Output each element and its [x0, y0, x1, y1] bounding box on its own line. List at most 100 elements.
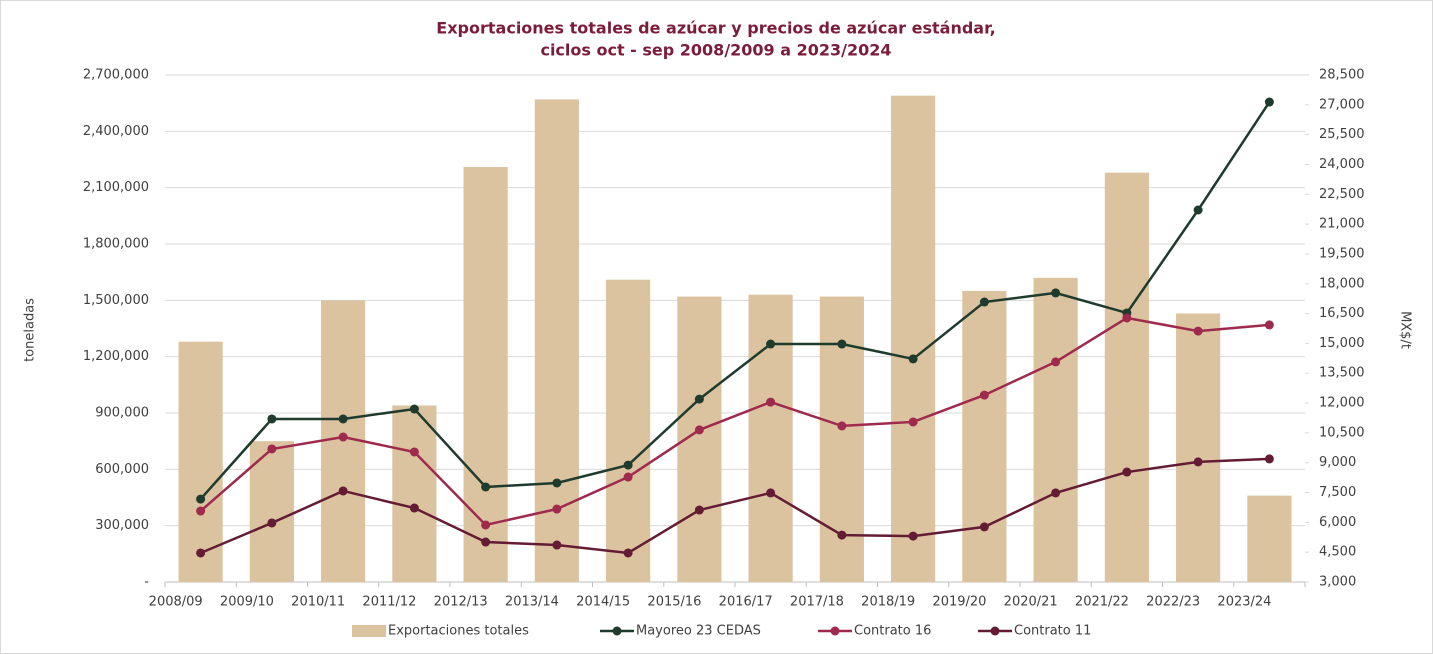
marker [979, 390, 989, 400]
marker [552, 504, 562, 514]
chart-title: Exportaciones totales de azúcar y precio… [436, 19, 995, 38]
y2-tick-label: 3,000 [1319, 575, 1356, 590]
y-tick-label: 1,200,000 [83, 349, 149, 364]
y-tick-label: 300,000 [95, 518, 149, 533]
marker [1122, 467, 1132, 477]
y-axis-label: toneladas [23, 298, 38, 362]
y2-tick-label: 25,500 [1319, 127, 1365, 142]
marker [908, 354, 918, 364]
marker [979, 522, 989, 532]
marker [1264, 97, 1274, 107]
bar [249, 441, 294, 582]
marker [338, 486, 348, 496]
y-tick-label: - [144, 575, 149, 590]
marker [1264, 454, 1274, 464]
marker [766, 339, 776, 349]
x-tick-label: 2022/23 [1146, 595, 1200, 610]
x-tick-label: 2023/24 [1217, 595, 1271, 610]
bar [606, 279, 651, 582]
marker [1051, 488, 1061, 498]
marker [908, 531, 918, 541]
marker [694, 505, 704, 515]
line [199, 316, 1270, 527]
y2-tick-label: 28,500 [1319, 68, 1365, 83]
marker [196, 494, 206, 504]
marker [338, 432, 348, 442]
x-tick-label: 2017/18 [790, 595, 844, 610]
y2-tick-label: 7,500 [1319, 485, 1356, 500]
y-tick-label: 2,100,000 [83, 180, 149, 195]
line [199, 101, 1271, 500]
marker [481, 482, 491, 492]
y-tick-label: 1,800,000 [83, 237, 149, 252]
y2-tick-label: 19,500 [1319, 246, 1365, 261]
marker [979, 297, 989, 307]
bar [1033, 277, 1078, 582]
bar [463, 167, 508, 582]
x-tick-label: 2009/10 [220, 595, 274, 610]
y2-tick-label: 22,500 [1319, 187, 1365, 202]
y2-tick-label: 18,000 [1319, 276, 1365, 291]
bar [962, 290, 1007, 582]
chart-title: ciclos oct - sep 2008/2009 a 2023/2024 [540, 41, 891, 60]
marker [766, 397, 776, 407]
y2-tick-label: 21,000 [1319, 217, 1365, 232]
marker [837, 530, 847, 540]
marker [196, 548, 206, 558]
marker [837, 339, 847, 349]
legend-swatch [830, 626, 840, 636]
marker [694, 425, 704, 435]
line [200, 457, 1270, 555]
marker [1122, 313, 1132, 323]
y-tick-label: 2,400,000 [83, 124, 149, 139]
marker [552, 540, 562, 550]
y2-tick-label: 12,000 [1319, 396, 1365, 411]
marker [1193, 326, 1203, 336]
marker [1193, 457, 1203, 467]
legend-label: Contrato 16 [854, 624, 931, 639]
x-tick-label: 2015/16 [647, 595, 701, 610]
y2-tick-label: 16,500 [1319, 306, 1365, 321]
marker [196, 506, 206, 516]
marker [1051, 288, 1061, 298]
marker [694, 394, 704, 404]
x-tick-label: 2013/14 [505, 595, 559, 610]
marker [837, 421, 847, 431]
bar [1176, 313, 1221, 582]
y2-tick-label: 24,000 [1319, 157, 1365, 172]
y-tick-label: 600,000 [95, 462, 149, 477]
bar [392, 405, 437, 582]
y2-tick-label: 9,000 [1319, 455, 1356, 470]
y2-tick-label: 4,500 [1319, 545, 1356, 560]
bar [178, 341, 223, 582]
legend-swatch [612, 626, 622, 636]
marker [409, 503, 419, 513]
marker [766, 488, 776, 498]
y2-tick-label: 13,500 [1319, 366, 1365, 381]
marker [481, 520, 491, 530]
marker [623, 548, 633, 558]
legend-swatch [352, 625, 386, 637]
legend-label: Contrato 11 [1014, 624, 1091, 639]
marker [338, 414, 348, 424]
marker [623, 472, 633, 482]
x-tick-label: 2021/22 [1075, 595, 1129, 610]
y2-tick-label: 6,000 [1319, 515, 1356, 530]
y2-tick-label: 15,000 [1319, 336, 1365, 351]
bar [1247, 495, 1292, 582]
y2-axis-label: MX$/t [1398, 311, 1413, 349]
bar [748, 294, 793, 582]
marker [1193, 205, 1203, 215]
marker [267, 518, 277, 528]
x-tick-label: 2019/20 [932, 595, 986, 610]
x-tick-label: 2018/19 [861, 595, 915, 610]
x-tick-label: 2011/12 [362, 595, 416, 610]
legend-swatch [990, 626, 1000, 636]
y2-tick-label: 27,000 [1319, 97, 1365, 112]
x-tick-label: 2014/15 [576, 595, 630, 610]
marker [1264, 320, 1274, 330]
marker [1051, 357, 1061, 367]
x-tick-label: 2010/11 [291, 595, 345, 610]
marker [623, 460, 633, 470]
